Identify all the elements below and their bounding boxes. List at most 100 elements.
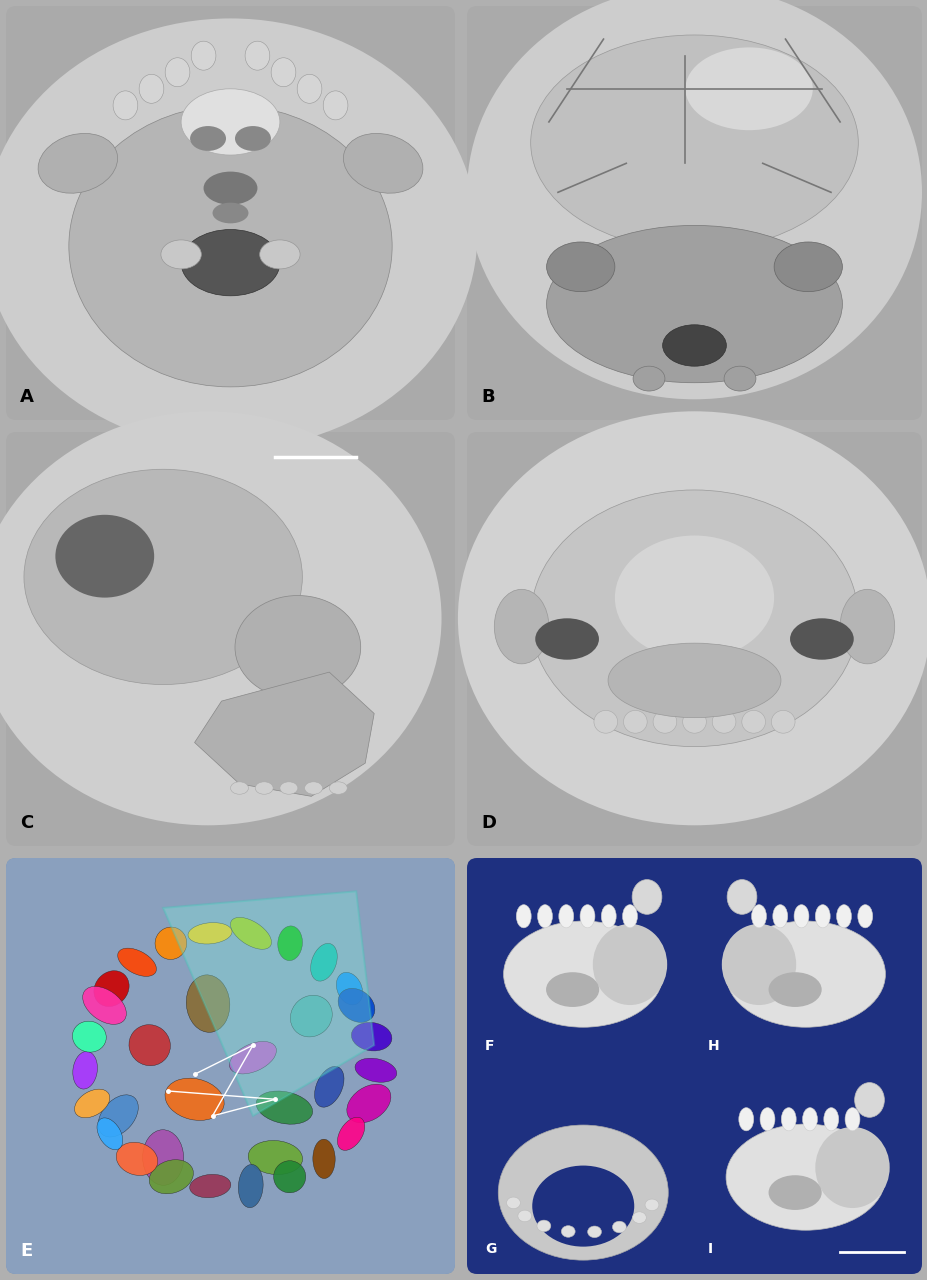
Ellipse shape	[666, 594, 722, 643]
Text: H: H	[706, 1039, 718, 1053]
Ellipse shape	[637, 568, 751, 668]
Ellipse shape	[97, 1117, 122, 1149]
Ellipse shape	[290, 996, 332, 1037]
Ellipse shape	[351, 1023, 391, 1051]
Ellipse shape	[129, 1025, 171, 1066]
Ellipse shape	[530, 35, 857, 251]
Ellipse shape	[181, 191, 280, 276]
Ellipse shape	[181, 88, 280, 155]
Ellipse shape	[203, 172, 257, 205]
FancyBboxPatch shape	[6, 858, 454, 1274]
Ellipse shape	[0, 411, 441, 826]
Ellipse shape	[271, 58, 296, 87]
Ellipse shape	[161, 173, 299, 294]
Ellipse shape	[229, 1042, 276, 1074]
Ellipse shape	[105, 527, 311, 709]
Ellipse shape	[562, 502, 826, 735]
Ellipse shape	[535, 618, 598, 659]
Ellipse shape	[498, 1125, 667, 1260]
Ellipse shape	[121, 140, 338, 329]
Ellipse shape	[503, 922, 662, 1028]
Ellipse shape	[759, 1107, 774, 1130]
Ellipse shape	[466, 0, 921, 399]
FancyBboxPatch shape	[6, 858, 454, 1274]
Ellipse shape	[83, 105, 378, 362]
Ellipse shape	[723, 366, 756, 390]
Ellipse shape	[235, 595, 361, 699]
Ellipse shape	[189, 1174, 231, 1198]
Text: B: B	[480, 388, 494, 406]
Ellipse shape	[676, 175, 712, 209]
Ellipse shape	[133, 552, 283, 685]
Ellipse shape	[49, 477, 366, 759]
Ellipse shape	[517, 1210, 531, 1221]
Ellipse shape	[644, 1199, 658, 1211]
Ellipse shape	[238, 1165, 263, 1208]
Ellipse shape	[579, 905, 594, 928]
Ellipse shape	[609, 544, 779, 692]
Ellipse shape	[768, 973, 820, 1007]
Ellipse shape	[594, 101, 794, 283]
Ellipse shape	[789, 618, 853, 659]
Ellipse shape	[839, 589, 894, 664]
Ellipse shape	[632, 1212, 645, 1224]
Ellipse shape	[772, 905, 787, 928]
Ellipse shape	[53, 78, 408, 389]
Ellipse shape	[171, 585, 245, 652]
Ellipse shape	[844, 1107, 859, 1130]
Ellipse shape	[542, 486, 845, 751]
Ellipse shape	[13, 45, 448, 424]
Ellipse shape	[40, 470, 375, 767]
Ellipse shape	[494, 589, 548, 664]
Ellipse shape	[618, 552, 769, 685]
Ellipse shape	[112, 131, 349, 337]
Ellipse shape	[632, 366, 665, 390]
Ellipse shape	[260, 239, 299, 269]
Ellipse shape	[198, 611, 217, 627]
Ellipse shape	[540, 51, 848, 333]
Ellipse shape	[580, 518, 807, 718]
Ellipse shape	[854, 1083, 883, 1117]
Ellipse shape	[180, 594, 235, 643]
Ellipse shape	[590, 527, 798, 709]
Ellipse shape	[802, 1107, 817, 1130]
Ellipse shape	[86, 511, 329, 726]
Ellipse shape	[615, 535, 773, 659]
Ellipse shape	[603, 110, 784, 275]
Ellipse shape	[62, 87, 398, 380]
Ellipse shape	[31, 461, 385, 776]
Ellipse shape	[631, 879, 661, 914]
Ellipse shape	[98, 1094, 138, 1137]
Text: E: E	[20, 1242, 32, 1260]
Ellipse shape	[593, 710, 617, 733]
Ellipse shape	[0, 420, 432, 817]
Ellipse shape	[191, 41, 216, 70]
Ellipse shape	[280, 782, 298, 795]
Ellipse shape	[712, 710, 735, 733]
Ellipse shape	[607, 643, 781, 718]
Ellipse shape	[675, 602, 713, 635]
Ellipse shape	[355, 1059, 397, 1083]
Ellipse shape	[248, 1140, 302, 1175]
Ellipse shape	[835, 905, 850, 928]
Ellipse shape	[667, 168, 721, 218]
Ellipse shape	[165, 58, 190, 87]
Ellipse shape	[727, 879, 756, 914]
Ellipse shape	[721, 924, 795, 1005]
Text: G: G	[485, 1242, 496, 1256]
Ellipse shape	[506, 1197, 520, 1208]
Ellipse shape	[4, 36, 457, 431]
FancyBboxPatch shape	[6, 431, 454, 846]
Ellipse shape	[623, 710, 646, 733]
Ellipse shape	[151, 165, 310, 302]
Text: F: F	[485, 1039, 494, 1053]
Ellipse shape	[823, 1107, 838, 1130]
FancyBboxPatch shape	[466, 6, 921, 420]
Ellipse shape	[12, 444, 404, 792]
Ellipse shape	[682, 710, 705, 733]
Ellipse shape	[235, 125, 271, 151]
Ellipse shape	[72, 96, 388, 371]
Text: I: I	[706, 1242, 712, 1256]
Ellipse shape	[781, 1107, 795, 1130]
Ellipse shape	[347, 1084, 390, 1123]
